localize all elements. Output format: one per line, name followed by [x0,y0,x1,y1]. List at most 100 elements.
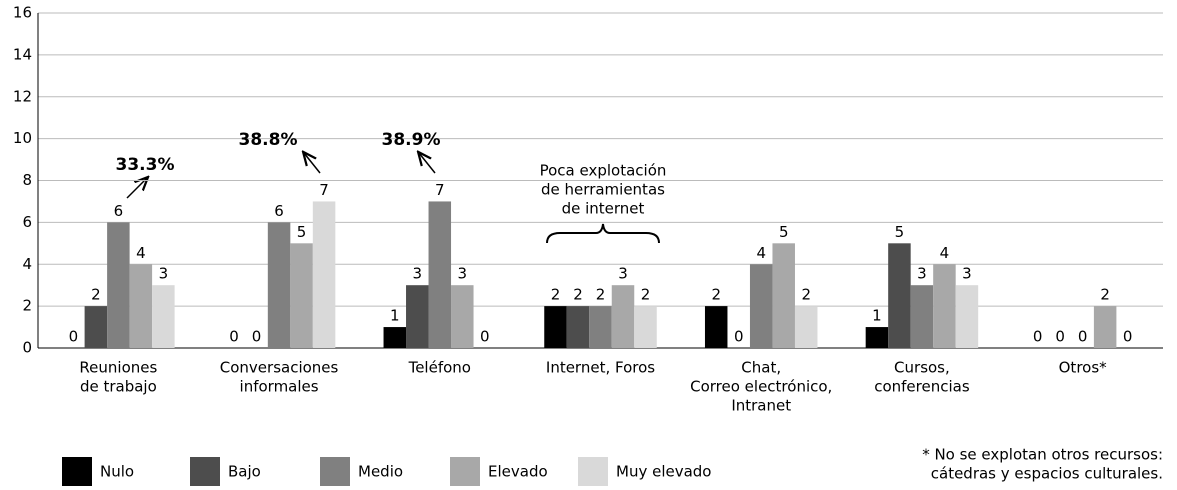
x-tick-label: Chat, [741,359,781,377]
value-label: 0 [1123,328,1133,346]
bar [772,243,795,348]
value-label: 2 [641,286,651,304]
value-label: 6 [114,202,124,220]
bar [312,201,336,348]
legend-swatch [190,457,220,487]
value-label: 2 [801,286,811,304]
value-label: 5 [297,223,307,241]
bar [589,306,612,348]
bar [1093,306,1117,348]
brace [546,223,660,244]
annotation: 38.9% [382,130,441,150]
value-label: 6 [274,202,284,220]
bar [406,285,429,348]
value-label: 0 [1033,328,1043,346]
arrow [304,153,321,174]
annotation: Poca explotación [540,162,667,180]
x-tick-label: Correo electrónico, [690,378,832,396]
annotation: de internet [562,200,645,218]
value-label: 0 [1055,328,1065,346]
y-tick-label: 10 [13,129,32,147]
y-tick-label: 4 [22,255,32,273]
value-label: 3 [159,265,169,283]
y-tick-label: 2 [22,297,32,315]
bar [451,285,474,348]
x-tick-label: Reuniones [79,359,157,377]
bar [428,201,452,348]
value-label: 0 [734,328,744,346]
value-label: 2 [91,286,101,304]
x-tick-label: de trabajo [80,378,157,396]
value-label: 2 [1100,286,1110,304]
legend-swatch [62,457,92,487]
bar [267,222,291,348]
value-label: 3 [458,265,468,283]
bar [152,285,175,348]
value-label: 5 [895,223,905,241]
value-label: 0 [69,328,79,346]
legend-swatch [320,457,350,487]
y-tick-label: 12 [13,87,32,105]
y-tick-label: 16 [13,4,32,22]
footnote: cátedras y espacios culturales. [931,465,1163,483]
value-label: 2 [711,286,721,304]
legend-label: Elevado [488,463,548,481]
bar [888,243,911,348]
arrow [419,153,436,174]
value-label: 7 [319,181,329,199]
legend-label: Muy elevado [616,463,712,481]
bar [611,285,635,348]
footnote: * No se explotan otros recursos: [922,446,1163,464]
bar [383,327,407,348]
x-tick-label: Internet, Foros [546,359,655,377]
bar [634,306,657,348]
value-label: 5 [779,223,789,241]
annotation: de herramientas [541,181,665,199]
value-label: 7 [435,181,445,199]
value-label: 2 [573,286,583,304]
legend-label: Medio [358,463,403,481]
value-label: 3 [917,265,927,283]
bar [129,264,153,348]
arrow [126,178,147,199]
bar [107,222,130,348]
value-label: 3 [962,265,972,283]
legend-label: Bajo [228,463,261,481]
value-label: 3 [618,265,628,283]
value-label: 4 [940,244,950,262]
annotation: 38.8% [239,130,298,150]
x-tick-label: Intranet [731,397,791,415]
bar [704,306,728,348]
bar [955,285,979,348]
x-tick-label: Conversaciones [220,359,339,377]
bar [865,327,889,348]
y-tick-label: 14 [13,45,32,63]
value-label: 4 [756,244,766,262]
bar [544,306,567,348]
x-tick-label: Teléfono [408,359,471,377]
y-tick-label: 8 [22,171,32,189]
value-label: 2 [596,286,606,304]
x-tick-label: conferencias [874,378,970,396]
x-tick-label: Otros* [1059,359,1108,377]
bar [910,285,934,348]
value-label: 3 [413,265,423,283]
value-label: 1 [390,307,400,325]
bar [566,306,590,348]
value-label: 0 [229,328,239,346]
value-label: 0 [480,328,490,346]
bar [290,243,313,348]
annotation: 33.3% [116,155,175,175]
bar [794,306,818,348]
x-tick-label: informales [240,378,319,396]
bar [933,264,956,348]
legend-label: Nulo [100,463,134,481]
value-label: 1 [872,307,882,325]
bar [84,306,108,348]
value-label: 2 [551,286,561,304]
legend-swatch [450,457,480,487]
y-tick-label: 0 [22,339,32,357]
y-tick-label: 6 [22,213,32,231]
value-label: 0 [1078,328,1088,346]
